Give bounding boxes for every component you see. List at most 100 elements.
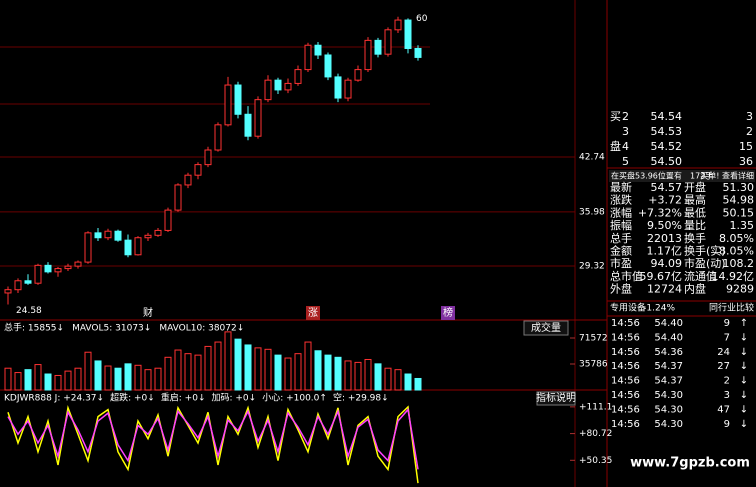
trade-price: 54.37	[654, 376, 683, 387]
stat-label: 内盘	[684, 282, 706, 296]
candle-body	[64, 265, 72, 270]
notice-link[interactable]: 买单! 查看详细	[700, 171, 754, 181]
volume-bar	[284, 357, 292, 391]
notice-box	[609, 170, 755, 182]
trade-time: 14:56	[611, 361, 640, 372]
book-level: 5	[622, 155, 629, 168]
price-tick-label: 29.32	[579, 261, 605, 271]
volume-bar	[174, 349, 182, 391]
indicator-header: 加码: +0↓	[211, 393, 256, 404]
book-volume: 3	[746, 110, 753, 123]
volume-bar	[344, 360, 352, 391]
volume-bar	[134, 364, 142, 391]
marker-box	[441, 306, 455, 320]
stat-label: 外盘	[610, 282, 632, 296]
notice-volume: 172手	[690, 171, 713, 181]
stat-value: 22013	[647, 232, 682, 245]
volume-bar	[34, 364, 42, 391]
volume-bar	[404, 373, 412, 391]
candle-body	[164, 209, 172, 231]
candle-body	[304, 44, 312, 71]
stat-value: 54.57	[651, 181, 683, 194]
stat-value: 108.2	[723, 257, 755, 270]
candle-body	[144, 234, 152, 239]
book-price: 54.53	[651, 125, 683, 138]
stat-value: 14.92亿	[712, 270, 755, 283]
candle-body	[174, 184, 182, 211]
stat-label: 最低	[684, 206, 706, 219]
candle-body	[344, 79, 352, 99]
stat-value: 1.35	[730, 219, 755, 232]
indicator-header: 重启: +0↓	[161, 392, 206, 404]
book-price: 54.50	[651, 155, 683, 168]
volume-bar	[144, 369, 152, 391]
book-price: 54.54	[651, 110, 683, 123]
volume-bar	[164, 356, 172, 391]
candle-body	[214, 124, 222, 151]
candle-body	[314, 44, 322, 56]
volume-bar	[114, 367, 122, 391]
trade-volume: 7	[724, 332, 730, 343]
volume-bar	[204, 345, 212, 391]
low-price-label: 24.58	[16, 306, 42, 316]
button-box	[536, 391, 576, 406]
book-volume: 15	[739, 140, 753, 153]
volume-bar	[294, 353, 302, 391]
stat-label: 量比	[684, 219, 706, 232]
volume-button[interactable]: 成交量	[531, 321, 561, 334]
stat-label: 最高	[684, 193, 706, 207]
volume-bar	[74, 367, 82, 391]
volume-bar	[334, 356, 342, 391]
candle-body	[24, 280, 32, 284]
indicator-header: 空: +29.98↓	[333, 392, 389, 404]
volume-tick-label: 71572	[579, 334, 608, 344]
volume-bar	[44, 373, 52, 391]
industry-compare[interactable]: 同行业比较	[709, 302, 754, 314]
indicator-tick-label: +80.72	[579, 429, 612, 439]
stat-label: 流通值	[684, 269, 717, 283]
volume-bar	[84, 351, 92, 391]
candle-body	[94, 232, 102, 239]
candle-body	[374, 39, 382, 55]
candle-body	[224, 84, 232, 126]
stat-value: 1.17亿	[647, 245, 683, 258]
volume-bar	[224, 331, 232, 391]
trade-price: 54.40	[654, 318, 683, 329]
indicator-line	[7, 407, 419, 470]
trade-direction: ↓	[740, 390, 748, 401]
event-marker[interactable]: 涨	[308, 307, 318, 319]
indicator-header: 超跌: +0↓	[110, 392, 155, 404]
stat-label: 总市值	[610, 269, 643, 283]
industry-name: 专用设备	[610, 302, 646, 314]
volume-tick-label: 35786	[579, 360, 608, 370]
stat-value: 9.50%	[647, 219, 682, 232]
candle-body	[44, 264, 52, 273]
volume-header: 总手: 15855↓	[4, 322, 64, 334]
trade-direction: ↓	[740, 332, 748, 343]
volume-bar	[234, 338, 242, 391]
marker-box	[306, 306, 320, 320]
stat-label: 金额	[610, 244, 632, 258]
volume-bar	[244, 344, 252, 391]
trade-direction: ↑	[740, 318, 748, 329]
high-price-label: 60	[416, 14, 428, 24]
candle-body	[284, 82, 292, 91]
trade-direction: ↓	[740, 347, 748, 358]
stat-value: 59.67亿	[640, 270, 683, 283]
candle-body	[114, 230, 122, 241]
stat-label: 市盈(动)	[684, 256, 726, 270]
indicator-help-button[interactable]: 指标说明	[536, 391, 576, 404]
stat-label: 总手	[610, 231, 632, 245]
stat-label: 振幅	[610, 218, 632, 232]
volume-bar	[264, 348, 272, 391]
candle-body	[104, 230, 112, 239]
indicator-header: 小心: +100.0↑	[262, 393, 327, 404]
stat-value: +7.32%	[638, 206, 682, 219]
trade-price: 54.40	[654, 332, 683, 343]
book-level: 3	[622, 125, 629, 138]
event-marker[interactable]: 榜	[443, 306, 453, 319]
book-volume: 36	[739, 155, 753, 168]
book-level: 4	[622, 140, 629, 153]
event-marker[interactable]: 财	[143, 306, 153, 319]
